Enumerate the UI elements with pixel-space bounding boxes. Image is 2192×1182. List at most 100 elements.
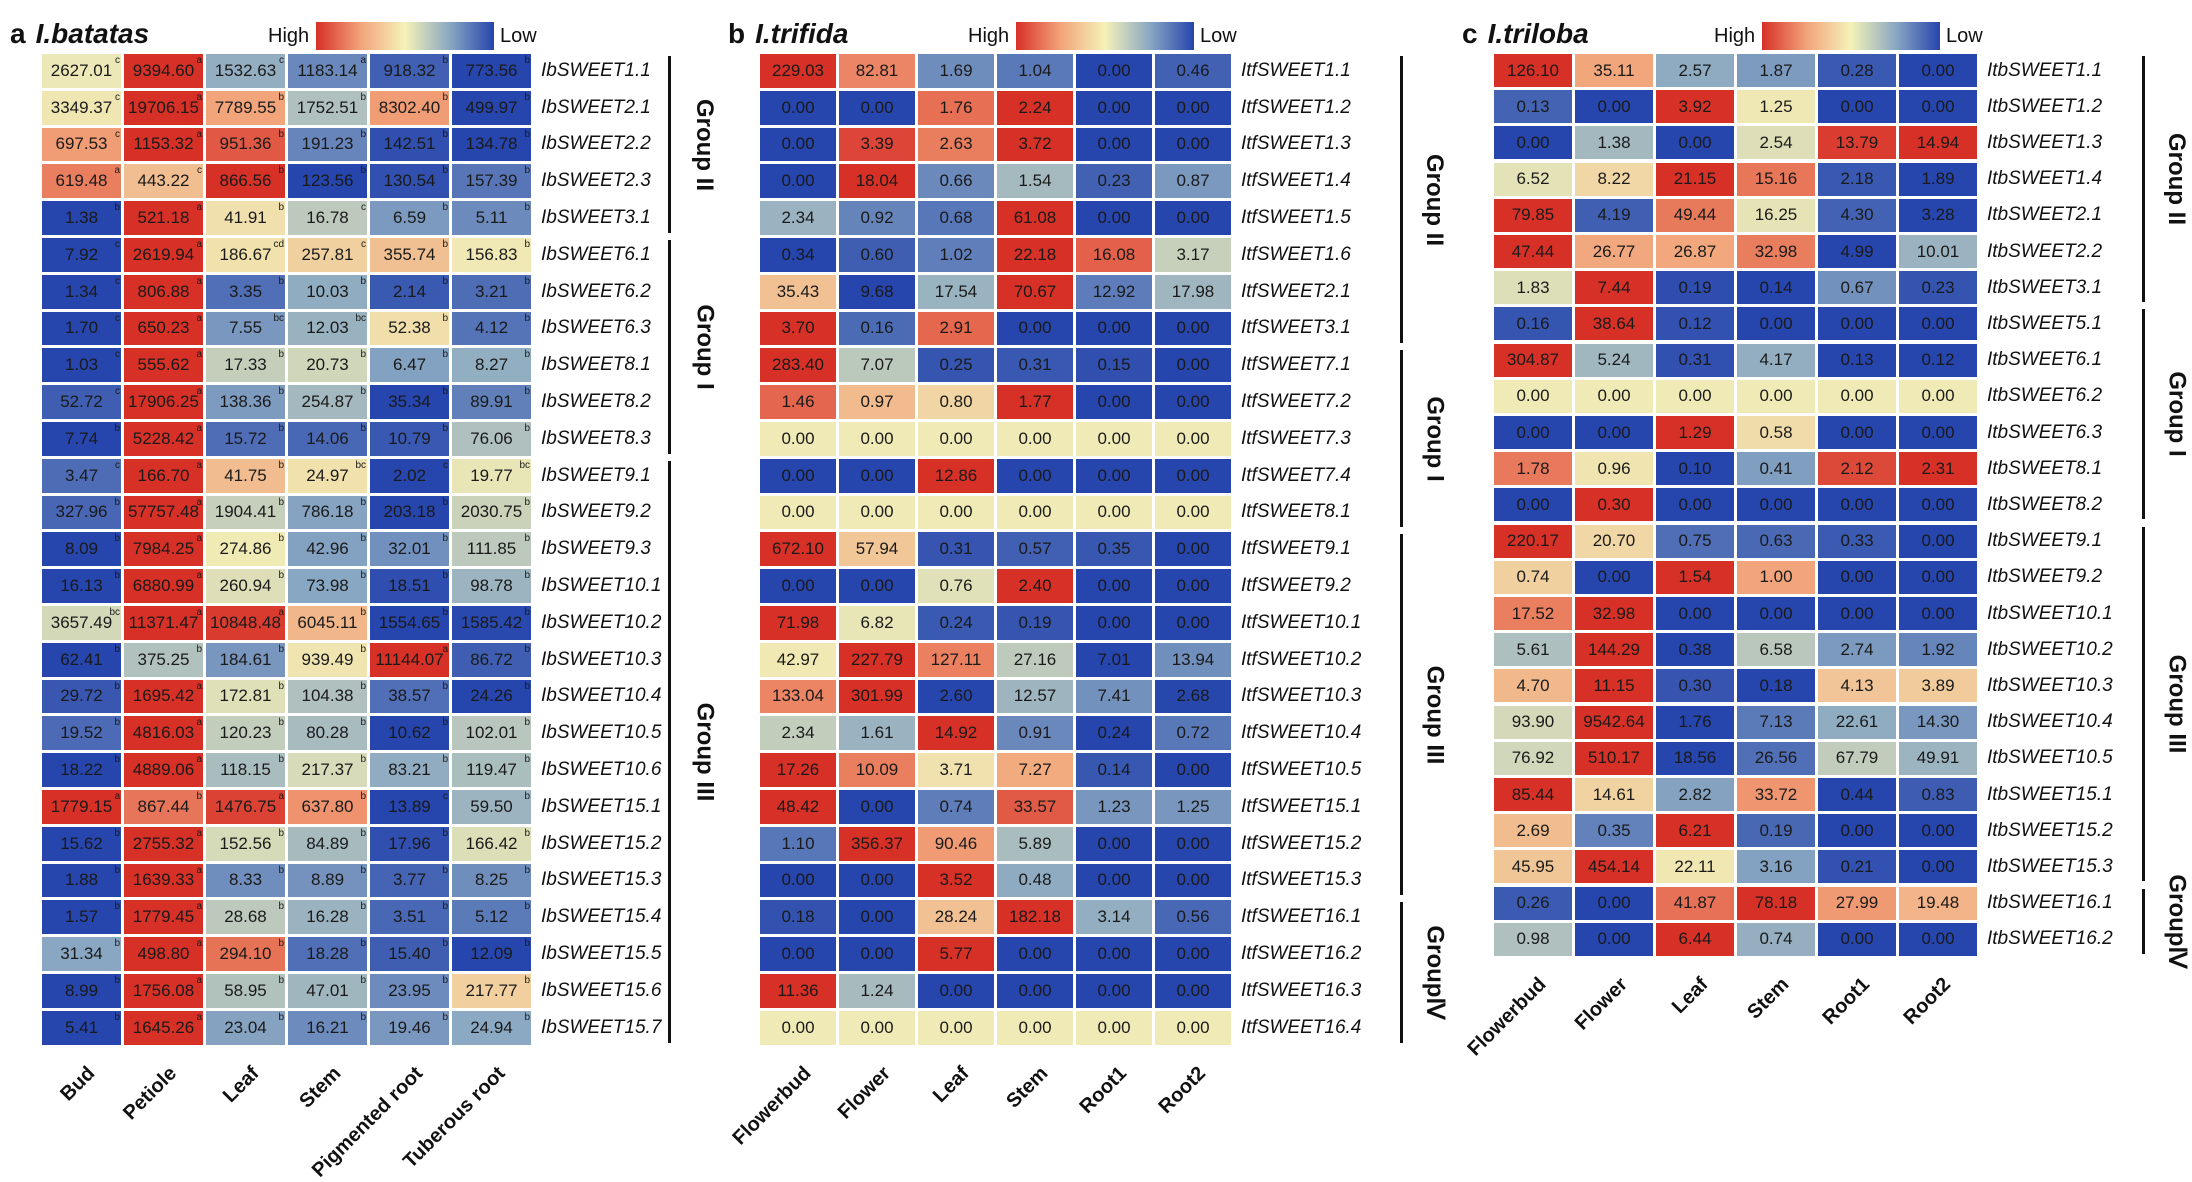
significance-letter: b [278, 202, 284, 214]
cell-value: 7.07 [860, 355, 894, 375]
heatmap-cell: 0.00 [1899, 379, 1977, 413]
cell-value: 12.09 [470, 944, 513, 964]
cell-value: 0.00 [1516, 386, 1550, 406]
significance-letter: b [442, 55, 448, 66]
cell-value: 6.44 [1678, 929, 1712, 949]
heatmap-cell: 1.83 [1494, 271, 1572, 305]
heatmap-cell: 28.68 b [206, 900, 285, 935]
heatmap-cell: 0.00 [839, 422, 915, 456]
heatmap-cell: 4816.03 a [124, 716, 203, 751]
significance-letter: b [524, 239, 530, 250]
cell-value: 2.18 [1840, 169, 1874, 189]
cell-value: 1.00 [1759, 567, 1793, 587]
significance-letter: b [524, 680, 530, 692]
heatmap-cell: 1.87 [1737, 54, 1815, 87]
significance-letter: a [114, 791, 120, 802]
heatmap-cell: 57757.48 a [124, 495, 203, 530]
heatmap-cell: 0.31 [997, 348, 1073, 383]
cell-value: 0.00 [1759, 603, 1793, 623]
heatmap-cell: 19.48 [1899, 886, 1977, 920]
heatmap-cell: 126.10 [1494, 54, 1572, 87]
heatmap-cell: 1.77 [997, 385, 1073, 419]
heatmap-cell: 0.00 [1076, 311, 1152, 346]
cell-value: 3.89 [1921, 675, 1955, 695]
heatmap-cell: 61.08 [997, 201, 1073, 235]
cell-value: 1695.42 [132, 686, 195, 706]
significance-letter: b [442, 827, 448, 839]
heatmap-cell: 3.89 [1899, 669, 1977, 703]
significance-letter: b [114, 827, 120, 839]
heatmap-cell: 0.00 [997, 311, 1073, 346]
cell-value: 52.72 [60, 392, 103, 412]
cell-value: 191.23 [301, 134, 354, 154]
cell-value: 19.52 [60, 723, 103, 743]
heatmap-cell: 1532.63 c [206, 54, 285, 88]
heatmap-cell: 619.48 a [42, 164, 121, 199]
cell-value: 3.28 [1921, 205, 1955, 225]
significance-letter: a [196, 312, 202, 324]
heatmap-cell: 0.00 [760, 90, 836, 125]
heatmap-cell: 17.54 [918, 274, 994, 309]
cell-value: 120.23 [219, 723, 272, 743]
heatmap-cell: 0.00 [1155, 311, 1231, 346]
gene-label: ItbSWEET9.1 [1987, 530, 2103, 552]
significance-letter: b [114, 643, 120, 655]
heatmap-cell: 0.00 [1155, 348, 1231, 383]
x-tick-label: Root2 [1899, 973, 1956, 1029]
heatmap-cell: 15.72 b [206, 422, 285, 456]
cell-value: 17.54 [934, 281, 978, 301]
cell-value: 17.96 [388, 833, 431, 853]
cell-value: 1.87 [1759, 60, 1793, 80]
heatmap-cell: 2.69 [1494, 814, 1572, 848]
cell-value: 111.85 [466, 539, 517, 559]
cell-value: 773.56 [465, 60, 518, 80]
x-tick-label: Root1 [1818, 973, 1875, 1029]
cell-value: 23.95 [388, 980, 431, 1000]
cell-value: 22.61 [1835, 712, 1879, 732]
cell-value: 1752.51 [296, 97, 359, 117]
heatmap-cell: 0.00 [1575, 90, 1653, 124]
cell-value: 918.32 [383, 60, 436, 80]
cell-value: 1.38 [1597, 132, 1631, 152]
legend-gradient-bar [1016, 22, 1194, 50]
heatmap-cell: 4.70 [1494, 669, 1572, 703]
heatmap-cell: 184.61 b [206, 642, 285, 677]
significance-letter: a [196, 864, 202, 876]
cell-value: 1.92 [1921, 639, 1955, 659]
cell-value: 2.34 [781, 208, 815, 228]
heatmap-cell: 0.00 [1818, 560, 1896, 594]
heatmap-cell: 0.83 [1899, 778, 1977, 811]
heatmap-cell: 142.51 b [370, 127, 449, 162]
gene-label: IbSWEET15.2 [541, 832, 662, 854]
heatmap-cell: 70.67 [997, 274, 1073, 309]
cell-value: 0.00 [1840, 929, 1874, 949]
cell-value: 650.23 [137, 318, 190, 338]
heatmap-cell: 23.04 b [206, 1010, 285, 1045]
heatmap-cell: 0.15 [1076, 348, 1152, 383]
cell-value: 0.14 [1759, 277, 1793, 297]
cell-value: 1.29 [1678, 422, 1712, 442]
cell-value: 0.00 [1840, 603, 1874, 623]
cell-value: 0.44 [1840, 784, 1874, 804]
significance-letter: b [442, 864, 448, 876]
heatmap-cell: 1.34 c [42, 274, 121, 309]
heatmap-cell: 157.39 b [452, 164, 531, 199]
cell-value: 26.56 [1754, 748, 1798, 768]
significance-letter: c [115, 459, 120, 471]
heatmap-cell: 8.25 b [452, 863, 531, 898]
cell-value: 2619.94 [132, 244, 195, 264]
heatmap-cell: 0.00 [1494, 488, 1572, 522]
heatmap-cell: 1639.33 a [124, 863, 203, 898]
cell-value: 1.76 [939, 97, 973, 117]
cell-value: 104.38 [301, 686, 354, 706]
heatmap-cell: 0.00 [1076, 422, 1152, 456]
significance-letter: b [278, 459, 284, 471]
gene-label: ItbSWEET10.5 [1987, 747, 2113, 769]
heatmap-cell: 257.81 c [288, 238, 367, 272]
heatmap-cell: 0.25 [918, 348, 994, 383]
heatmap-cell: 5.61 [1494, 633, 1572, 667]
cell-value: 0.00 [1516, 422, 1550, 442]
cell-value: 283.40 [772, 355, 824, 375]
significance-letter: b [360, 1011, 366, 1023]
significance-letter: b [442, 128, 448, 140]
